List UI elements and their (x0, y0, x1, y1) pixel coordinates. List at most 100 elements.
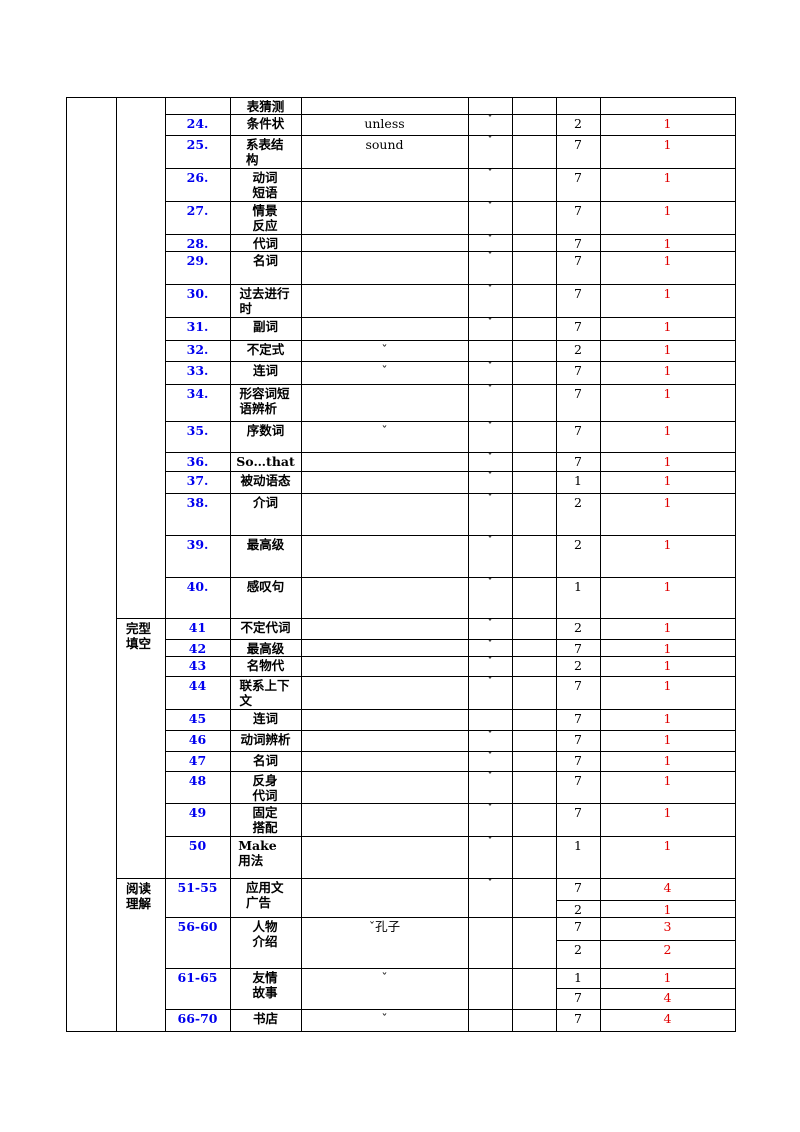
check-mark: ˇ (486, 491, 494, 506)
table-cell (512, 135, 557, 169)
score: 1 (663, 319, 672, 334)
table-cell (301, 639, 469, 657)
topic: 名物代 (246, 658, 285, 673)
topic: 表猜测 (246, 99, 285, 114)
table-cell (301, 251, 469, 285)
score: 1 (663, 678, 672, 693)
table-cell (165, 97, 231, 115)
count: 7 (574, 732, 582, 747)
table-cell (512, 493, 557, 536)
check-mark: ˇ (486, 769, 494, 784)
table-cell (301, 535, 469, 578)
count: 2 (574, 620, 582, 635)
score: 1 (663, 363, 672, 378)
check-mark: ˇ (486, 166, 494, 181)
topic: 动词辨析 (240, 732, 291, 747)
topic: 不定式 (246, 342, 285, 357)
item-number: 45 (188, 711, 207, 726)
table-cell (512, 836, 557, 879)
check-mark: ˇ (486, 637, 494, 652)
item-number: 66-70 (177, 1011, 218, 1026)
topic: 书店 (252, 1011, 278, 1026)
score: 1 (663, 473, 672, 488)
score: 2 (663, 942, 672, 957)
check-mark: ˇ (486, 533, 494, 548)
score-cell (600, 97, 736, 115)
count: 1 (574, 838, 582, 853)
check-mark: ˇ (486, 199, 494, 214)
score: 1 (663, 253, 672, 268)
score: 4 (663, 880, 672, 895)
example: ˇ (381, 1011, 388, 1026)
example: ˇ孔子 (368, 919, 401, 934)
item-number: 43 (188, 658, 207, 673)
item-number: 27. (186, 203, 209, 218)
count: 7 (574, 170, 582, 185)
check-mark: ˇ (486, 876, 494, 891)
table-cell (301, 168, 469, 202)
table-cell (512, 771, 557, 804)
item-number: 31. (186, 319, 209, 334)
topic: 形容词短语辨析 (239, 386, 290, 416)
table-cell (512, 340, 557, 362)
section-cell (116, 618, 166, 879)
table-cell (512, 878, 557, 918)
score-cell (600, 1009, 736, 1032)
table-cell (301, 493, 469, 536)
topic: 名词 (252, 753, 278, 768)
topic: 最高级 (246, 537, 285, 552)
score: 1 (663, 838, 672, 853)
score: 1 (663, 116, 672, 131)
check-mark: ˇ (486, 749, 494, 764)
topic: 动词短语 (252, 170, 278, 200)
score: 4 (663, 990, 672, 1005)
item-number: 44 (188, 678, 207, 693)
example: ˇ (381, 423, 388, 438)
table-cell (301, 97, 469, 115)
check-mark: ˇ (486, 654, 494, 669)
count: 7 (574, 137, 582, 152)
table-cell (512, 471, 557, 494)
score: 1 (663, 137, 672, 152)
count: 7 (574, 286, 582, 301)
check-mark: ˇ (486, 450, 494, 465)
check-mark: ˇ (486, 112, 494, 127)
score: 1 (663, 286, 672, 301)
section-label: 完型填空 (126, 621, 152, 651)
topic: 人物介绍 (252, 919, 278, 949)
check-mark: ˇ (486, 575, 494, 590)
count: 1 (574, 970, 582, 985)
item-number: 61-65 (177, 970, 218, 985)
count: 7 (574, 919, 582, 934)
table-cell (512, 168, 557, 202)
count: 7 (574, 454, 582, 469)
topic: 副词 (252, 319, 278, 334)
topic: 过去进行时 (239, 286, 290, 316)
table-cell (512, 234, 557, 252)
table-cell (512, 676, 557, 710)
item-number: 51-55 (177, 880, 218, 895)
topic: 连词 (252, 711, 278, 726)
count: 7 (574, 253, 582, 268)
item-number: 50 (188, 838, 207, 853)
count: 7 (574, 805, 582, 820)
score: 1 (663, 805, 672, 820)
topic: 连词 (252, 363, 278, 378)
item-number: 30. (186, 286, 209, 301)
count: 1 (574, 579, 582, 594)
item-number: 38. (186, 495, 209, 510)
count: 7 (574, 990, 582, 1005)
score: 1 (663, 620, 672, 635)
check-mark: ˇ (486, 249, 494, 264)
table-cell (301, 284, 469, 318)
item-number: 40. (186, 579, 209, 594)
count: 7 (574, 711, 582, 726)
example: ˇ (381, 970, 388, 985)
score: 1 (663, 773, 672, 788)
score: 1 (663, 579, 672, 594)
item-number: 28. (186, 236, 209, 251)
topic: 条件状 (246, 116, 285, 131)
table-cell (512, 361, 557, 385)
score: 1 (663, 641, 672, 656)
